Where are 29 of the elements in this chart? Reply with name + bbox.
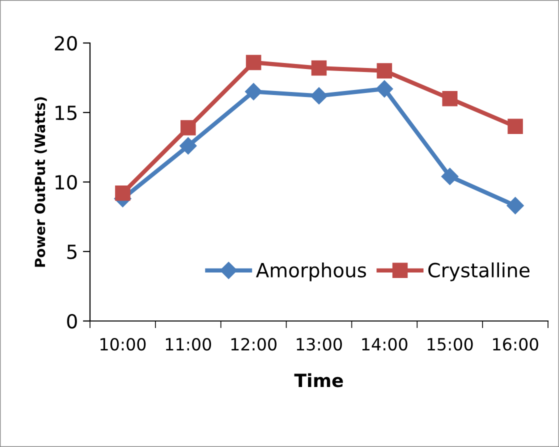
legend-label: Crystalline — [428, 262, 530, 282]
y-tick-label: 20 — [54, 36, 77, 51]
point — [180, 120, 196, 136]
legend-label: Amorphous — [256, 262, 366, 282]
x-tick-label: 11:00 — [166, 338, 212, 351]
point — [311, 60, 327, 76]
point — [246, 54, 262, 70]
y-tick-label: 0 — [67, 314, 77, 329]
point — [442, 90, 458, 106]
point — [376, 80, 393, 98]
point — [115, 185, 130, 201]
point — [376, 63, 392, 78]
point — [441, 168, 458, 185]
point — [310, 87, 328, 104]
x-tick-label: 15:00 — [428, 338, 473, 351]
y-tick-label: 10 — [56, 174, 77, 190]
point — [506, 197, 524, 214]
x-tick-label: 13:00 — [296, 338, 342, 351]
y-axis-title: Power OutPut (Watts) — [34, 97, 47, 267]
y-tick-label: 5 — [67, 244, 76, 260]
x-tick-label: 16:00 — [493, 338, 538, 351]
x-tick-label: 10:00 — [100, 338, 146, 351]
x-tick-label: 14:00 — [362, 338, 408, 351]
x-axis-title: Time — [294, 373, 343, 388]
point — [508, 118, 523, 134]
y-tick-label: 15 — [56, 106, 76, 120]
point — [180, 137, 197, 154]
point — [245, 83, 262, 100]
x-tick-label: 12:00 — [231, 338, 276, 351]
